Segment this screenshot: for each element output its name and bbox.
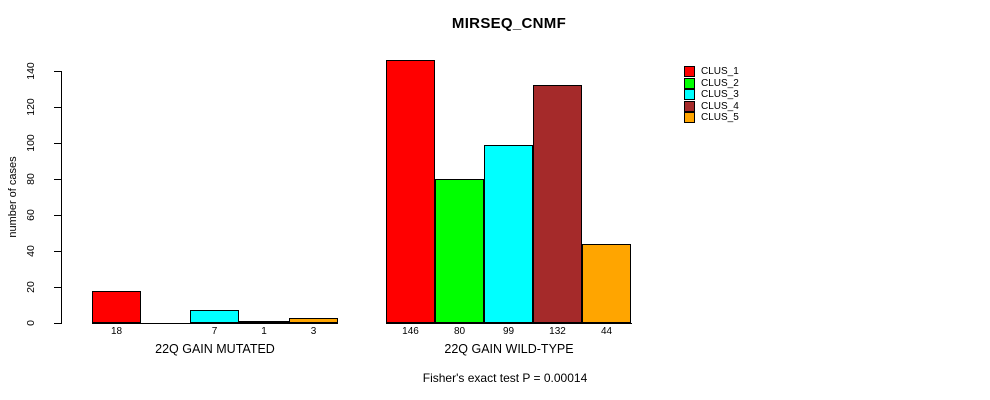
bar-CLUS_2 xyxy=(435,179,484,323)
bar-value-label: 1 xyxy=(261,326,267,337)
bar-CLUS_5 xyxy=(582,244,631,323)
bar-CLUS_5 xyxy=(289,318,338,323)
bar-value-label: 18 xyxy=(110,326,123,337)
legend-swatch-CLUS_5 xyxy=(684,112,695,123)
legend-label-CLUS_3: CLUS_3 xyxy=(701,89,739,100)
bar-value-label: 44 xyxy=(600,326,613,337)
bar-value-label: 80 xyxy=(453,326,466,337)
y-axis-tick-label: 100 xyxy=(25,134,37,152)
bar-value-label: 99 xyxy=(502,326,515,337)
y-axis-tick xyxy=(54,107,61,108)
y-axis-tick xyxy=(54,251,61,252)
y-axis-tick xyxy=(54,323,61,324)
bar-value-label: 132 xyxy=(549,326,566,337)
legend-swatch-CLUS_2 xyxy=(684,78,695,89)
y-axis-tick-label: 60 xyxy=(25,209,37,221)
legend-swatch-CLUS_1 xyxy=(684,66,695,77)
bar-value-label: 146 xyxy=(402,326,419,337)
legend-label-CLUS_5: CLUS_5 xyxy=(701,112,739,123)
legend-swatch-CLUS_4 xyxy=(684,101,695,112)
y-axis-line xyxy=(61,71,62,324)
bar-value-label: 3 xyxy=(310,326,317,337)
y-axis-tick xyxy=(54,71,61,72)
y-axis-tick xyxy=(54,215,61,216)
bar-CLUS_4 xyxy=(239,321,289,323)
y-axis-tick xyxy=(54,179,61,180)
group-baseline xyxy=(386,323,632,324)
group-label: 22Q GAIN WILD-TYPE xyxy=(444,342,574,356)
y-axis-title: number of cases xyxy=(7,156,19,238)
y-axis-tick-label: 140 xyxy=(25,62,37,80)
y-axis-tick-label: 0 xyxy=(25,320,37,326)
y-axis-tick-label: 120 xyxy=(25,98,37,116)
fisher-test-annotation: Fisher's exact test P = 0.00014 xyxy=(422,371,588,385)
bar-CLUS_3 xyxy=(190,310,239,323)
legend-swatch-CLUS_3 xyxy=(684,89,695,100)
y-axis-tick-label: 80 xyxy=(25,173,37,185)
bar-CLUS_3 xyxy=(484,145,533,323)
legend-label-CLUS_2: CLUS_2 xyxy=(701,78,739,89)
group-label: 22Q GAIN MUTATED xyxy=(155,342,275,356)
y-axis-tick-label: 40 xyxy=(25,245,37,257)
group-baseline xyxy=(92,323,338,324)
y-axis-tick xyxy=(54,143,61,144)
y-axis-tick-label: 20 xyxy=(25,281,37,293)
chart-title: MIRSEQ_CNMF xyxy=(451,15,567,32)
bar-value-label: 7 xyxy=(211,326,218,337)
bar-CLUS_4 xyxy=(533,85,582,323)
y-axis-tick xyxy=(54,287,61,288)
legend-label-CLUS_4: CLUS_4 xyxy=(701,101,739,112)
legend-label-CLUS_1: CLUS_1 xyxy=(701,66,739,77)
bar-CLUS_1 xyxy=(92,291,141,323)
bar-CLUS_1 xyxy=(386,60,435,323)
